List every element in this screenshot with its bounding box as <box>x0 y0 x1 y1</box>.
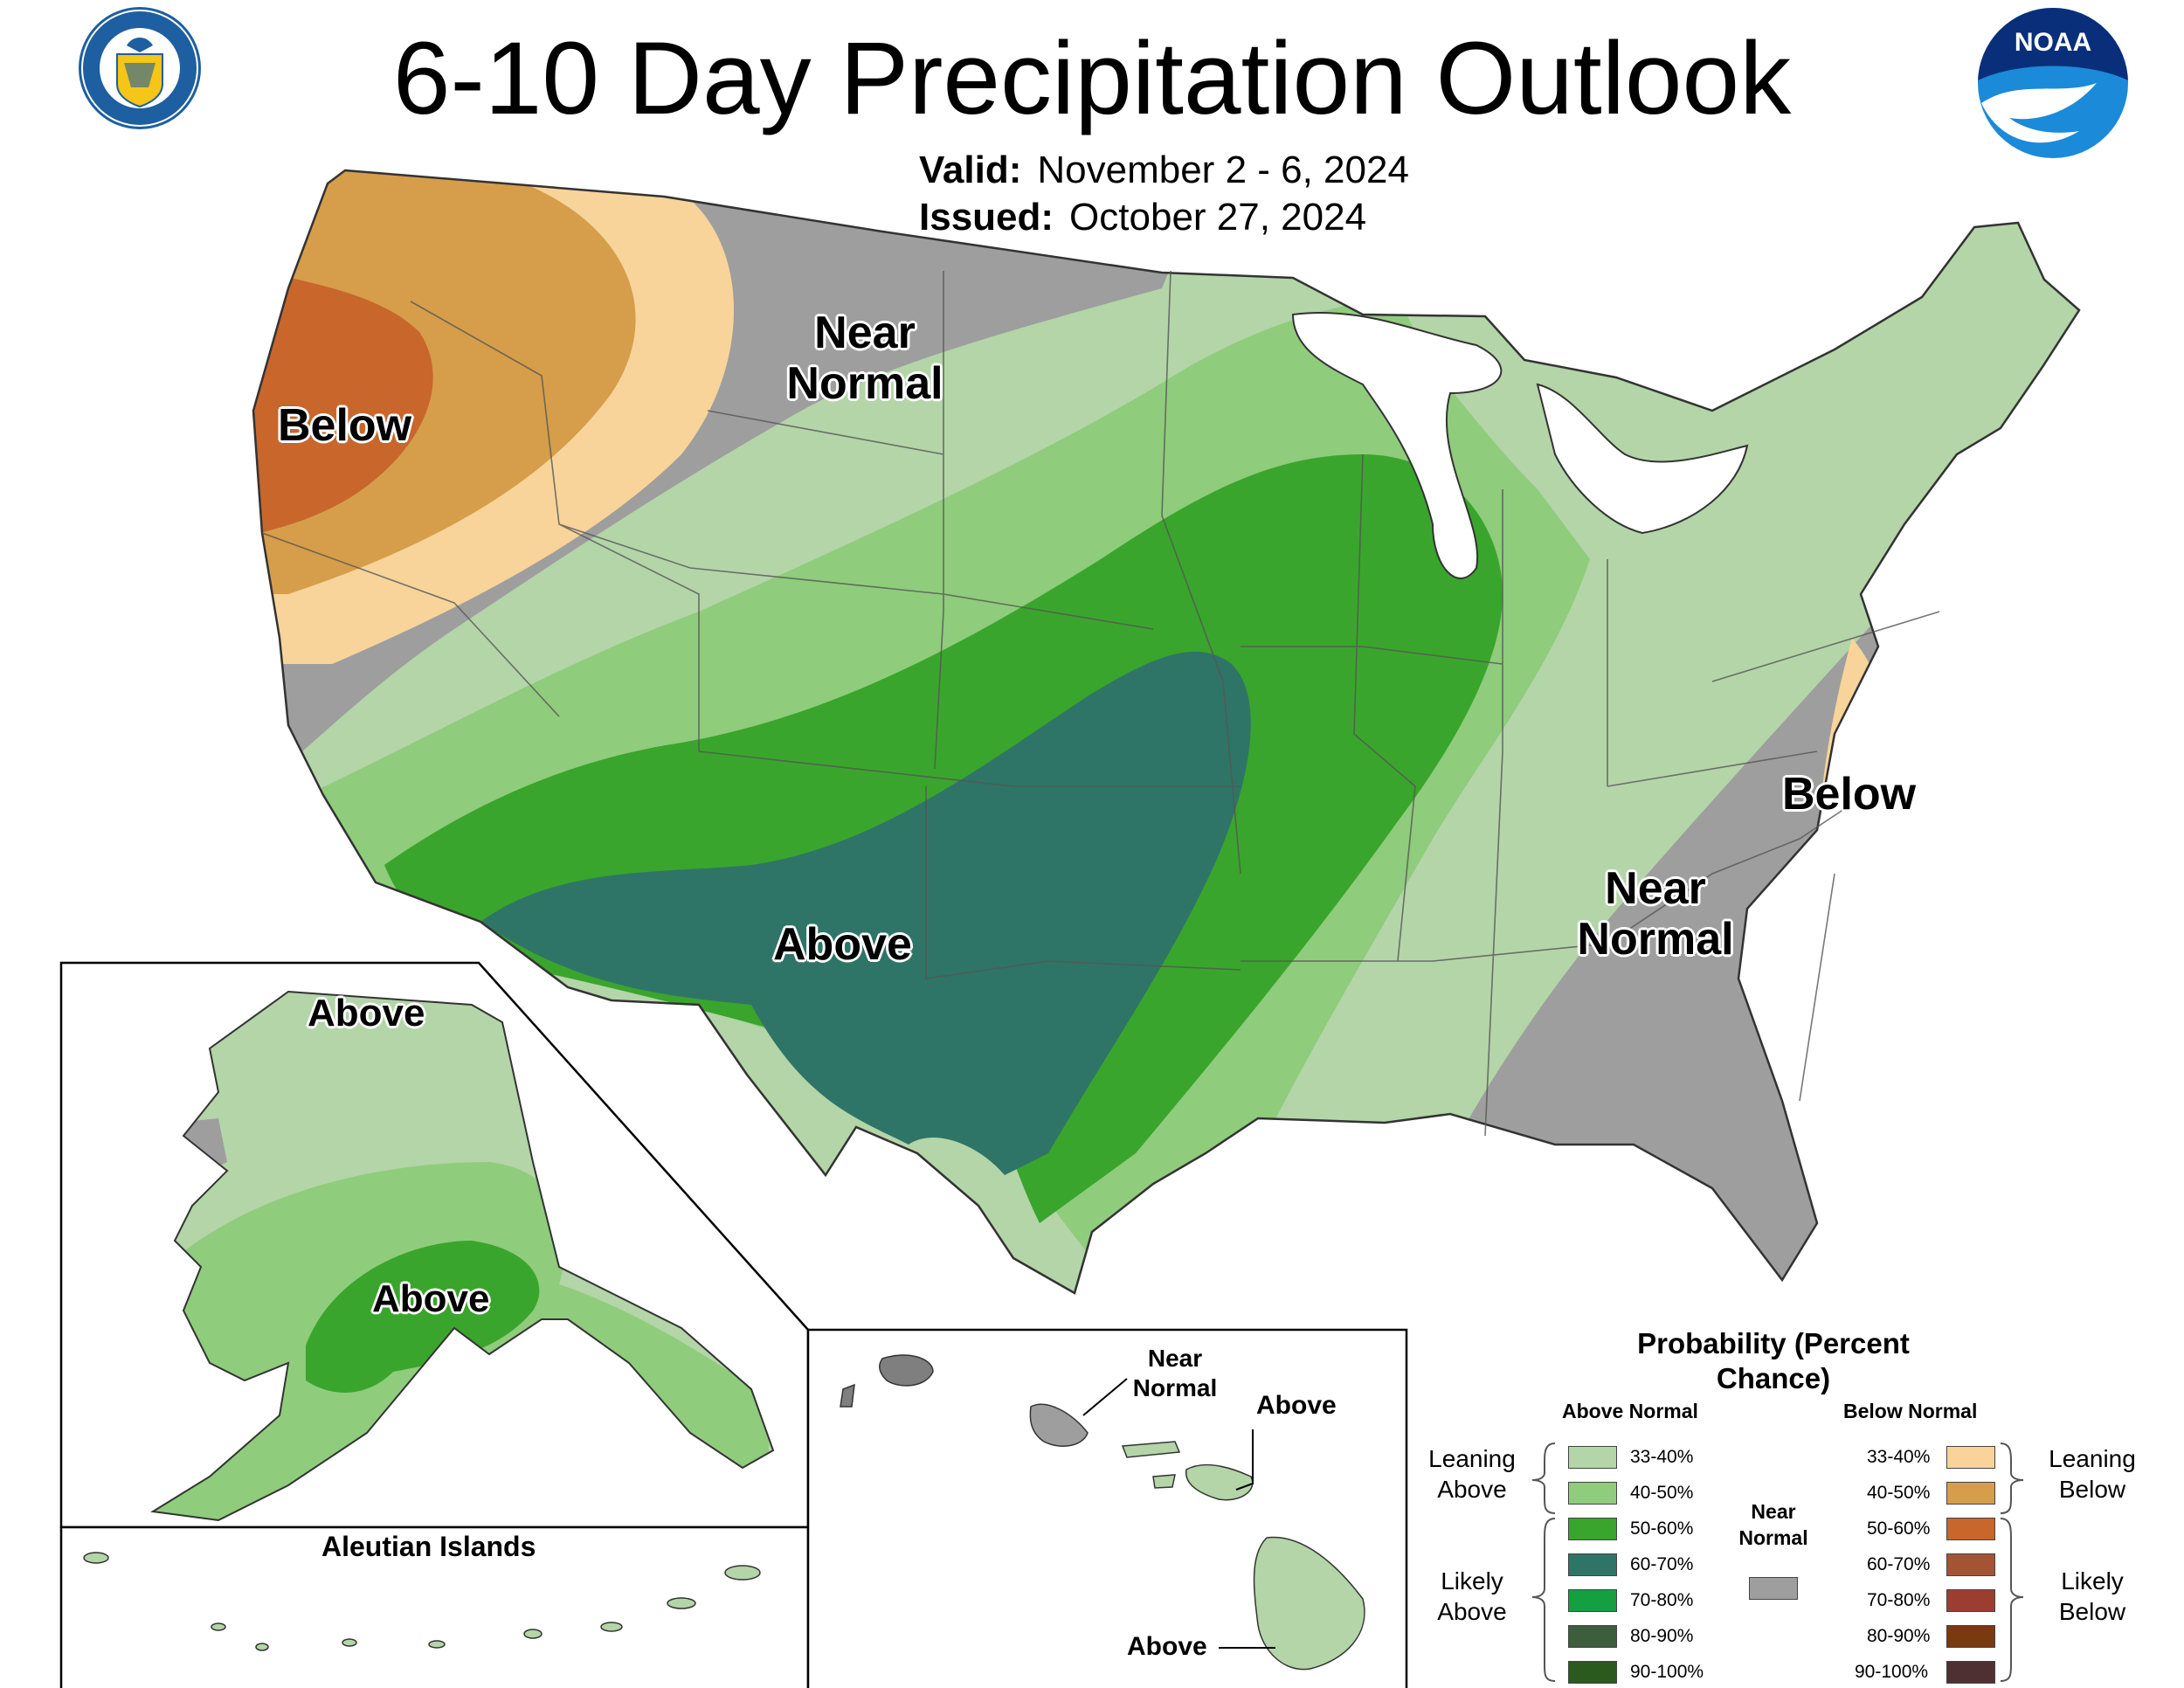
commerce-seal-logo <box>79 7 201 129</box>
legend-title: Probability (Percent Chance) <box>1637 1327 1910 1395</box>
valid-label: Valid: <box>919 149 1022 191</box>
hawaii-above-maui-pointer <box>1235 1429 1254 1491</box>
legend-above-swatch-5 <box>1568 1589 1617 1612</box>
legend-below-range-2: 40-50% <box>1867 1483 1931 1503</box>
legend-above-range-5: 70-80% <box>1630 1590 1694 1610</box>
lanai-shape <box>1152 1474 1176 1489</box>
conus-above-60-70-band <box>480 651 1251 1175</box>
legend-above-swatch-3 <box>1568 1518 1617 1540</box>
legend-above-range-7: 90-100% <box>1630 1662 1704 1682</box>
kauai-shape <box>878 1354 934 1387</box>
alaska-label-above-south: Above <box>372 1277 490 1320</box>
legend-leaning-above-label: Leaning Above <box>1428 1445 1516 1503</box>
conus-label-below-east: Below <box>1782 769 1917 820</box>
legend-below-range-5: 70-80% <box>1867 1590 1931 1610</box>
alaska-inset <box>59 961 810 1688</box>
legend-above-range-3: 50-60% <box>1630 1519 1694 1539</box>
legend-below-swatch-2 <box>1946 1482 1995 1505</box>
legend-below-swatch-3 <box>1946 1518 1995 1540</box>
great-lakes <box>1291 312 1749 579</box>
hawaii-near-normal-pointer <box>1082 1378 1128 1416</box>
legend-below-swatch-5 <box>1946 1589 1995 1612</box>
hawaii-label-above-big-island: Above <box>1127 1632 1207 1661</box>
page-title: 6-10 Day Precipitation Outlook <box>392 21 1792 136</box>
noaa-logo <box>1978 8 2128 158</box>
legend-above-range-2: 40-50% <box>1630 1483 1694 1503</box>
legend-above-swatch-4 <box>1568 1553 1617 1576</box>
legend-below-swatch-7 <box>1946 1661 1995 1684</box>
issued-label: Issued: <box>919 196 1054 239</box>
alaska-label-above-north: Above <box>308 992 425 1034</box>
legend-below-range-3: 50-60% <box>1867 1519 1931 1539</box>
molokai-shape <box>1121 1441 1181 1458</box>
state-boundaries <box>261 270 1940 1137</box>
legend-near-normal-swatch <box>1749 1577 1798 1600</box>
legend-above-swatch-2 <box>1568 1482 1617 1505</box>
hawaii-label-near-normal: Near Normal <box>1132 1345 1218 1401</box>
legend-above-range-6: 80-90% <box>1630 1626 1694 1646</box>
aleutian-islands-shapes <box>83 1552 761 1651</box>
legend-above-range-4: 60-70% <box>1630 1554 1694 1574</box>
maui-shape <box>1185 1463 1254 1501</box>
legend-likely-below-label: Likely Below <box>2058 1567 2126 1625</box>
legend-below-range-6: 80-90% <box>1867 1626 1931 1646</box>
legend-leaning-below-label: Leaning Below <box>2049 1445 2136 1503</box>
conus-label-below-northwest: Below <box>278 400 412 451</box>
legend-below-swatch-6 <box>1946 1625 1995 1648</box>
big-island-shape <box>1253 1536 1365 1671</box>
conus-label-near-normal-north: Near Normal <box>786 308 943 410</box>
oahu-shape <box>1029 1403 1089 1447</box>
legend-below-range-1: 33-40% <box>1867 1447 1931 1467</box>
legend-near-normal-label: Near Normal <box>1738 1500 1808 1549</box>
legend-below-range-4: 60-70% <box>1867 1554 1931 1574</box>
valid-line: Valid: November 2 - 6, 2024 <box>919 149 1409 192</box>
alaska-above-50-60 <box>306 1241 540 1393</box>
legend-above-range-1: 33-40% <box>1630 1447 1694 1467</box>
noaa-logo-text: NOAA <box>2014 28 2092 57</box>
issued-value: October 27, 2024 <box>1069 196 1367 239</box>
issued-line: Issued: October 27, 2024 <box>919 196 1366 239</box>
valid-value: November 2 - 6, 2024 <box>1037 149 1409 191</box>
legend-below-swatch-4 <box>1946 1553 1995 1576</box>
conus-label-near-normal-southeast: Near Normal <box>1577 863 1734 965</box>
hawaii-inset <box>806 1328 1408 1688</box>
legend-above-swatch-6 <box>1568 1625 1617 1648</box>
conus-label-above-southwest: Above <box>773 919 912 970</box>
legend-above-swatch-7 <box>1568 1661 1617 1684</box>
legend-below-range-7: 90-100% <box>1855 1662 1929 1682</box>
aleutian-islands-title: Aleutian Islands <box>321 1531 536 1562</box>
niihau-shape <box>840 1383 855 1408</box>
legend-below-swatch-1 <box>1946 1446 1995 1469</box>
legend-brackets <box>1531 1442 2024 1682</box>
hawaii-label-above-maui: Above <box>1256 1391 1337 1420</box>
legend-below-normal-header: Below Normal <box>1843 1400 1978 1422</box>
legend-above-normal-header: Above Normal <box>1562 1400 1698 1422</box>
legend-above-swatch-1 <box>1568 1446 1617 1469</box>
legend-likely-above-label: Likely Above <box>1437 1567 1507 1625</box>
